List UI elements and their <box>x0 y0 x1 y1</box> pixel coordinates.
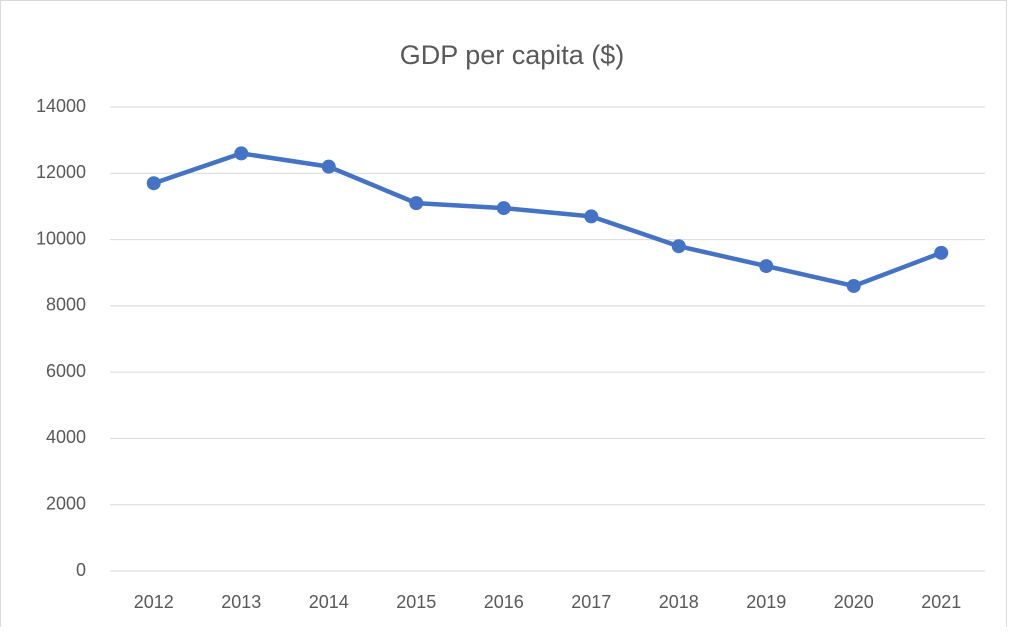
data-point <box>671 239 686 254</box>
data-point <box>846 278 861 293</box>
y-tick-label: 0 <box>76 560 86 580</box>
x-tick-label: 2018 <box>659 592 699 612</box>
data-point <box>584 209 599 224</box>
x-tick-label: 2020 <box>834 592 874 612</box>
x-tick-label: 2015 <box>396 592 436 612</box>
data-point <box>234 146 249 161</box>
x-tick-label: 2017 <box>571 592 611 612</box>
x-tick-label: 2021 <box>921 592 961 612</box>
data-point <box>146 176 161 191</box>
data-point <box>759 259 774 274</box>
x-tick-label: 2012 <box>134 592 174 612</box>
y-tick-label: 2000 <box>46 493 86 513</box>
x-tick-label: 2019 <box>746 592 786 612</box>
y-tick-label: 14000 <box>36 96 86 116</box>
data-point <box>321 159 336 174</box>
y-tick-label: 10000 <box>36 228 86 248</box>
data-line <box>151 151 944 289</box>
x-tick-label: 2014 <box>309 592 349 612</box>
y-tick-label: 8000 <box>46 295 86 315</box>
chart-title: GDP per capita ($) <box>400 40 625 70</box>
data-point <box>934 245 949 260</box>
y-tick-label: 6000 <box>46 361 86 381</box>
x-tick-label: 2013 <box>221 592 261 612</box>
data-point <box>409 196 424 211</box>
x-tick-label: 2016 <box>484 592 524 612</box>
y-tick-label: 4000 <box>46 427 86 447</box>
y-tick-label: 12000 <box>36 162 86 182</box>
data-point <box>496 201 511 216</box>
